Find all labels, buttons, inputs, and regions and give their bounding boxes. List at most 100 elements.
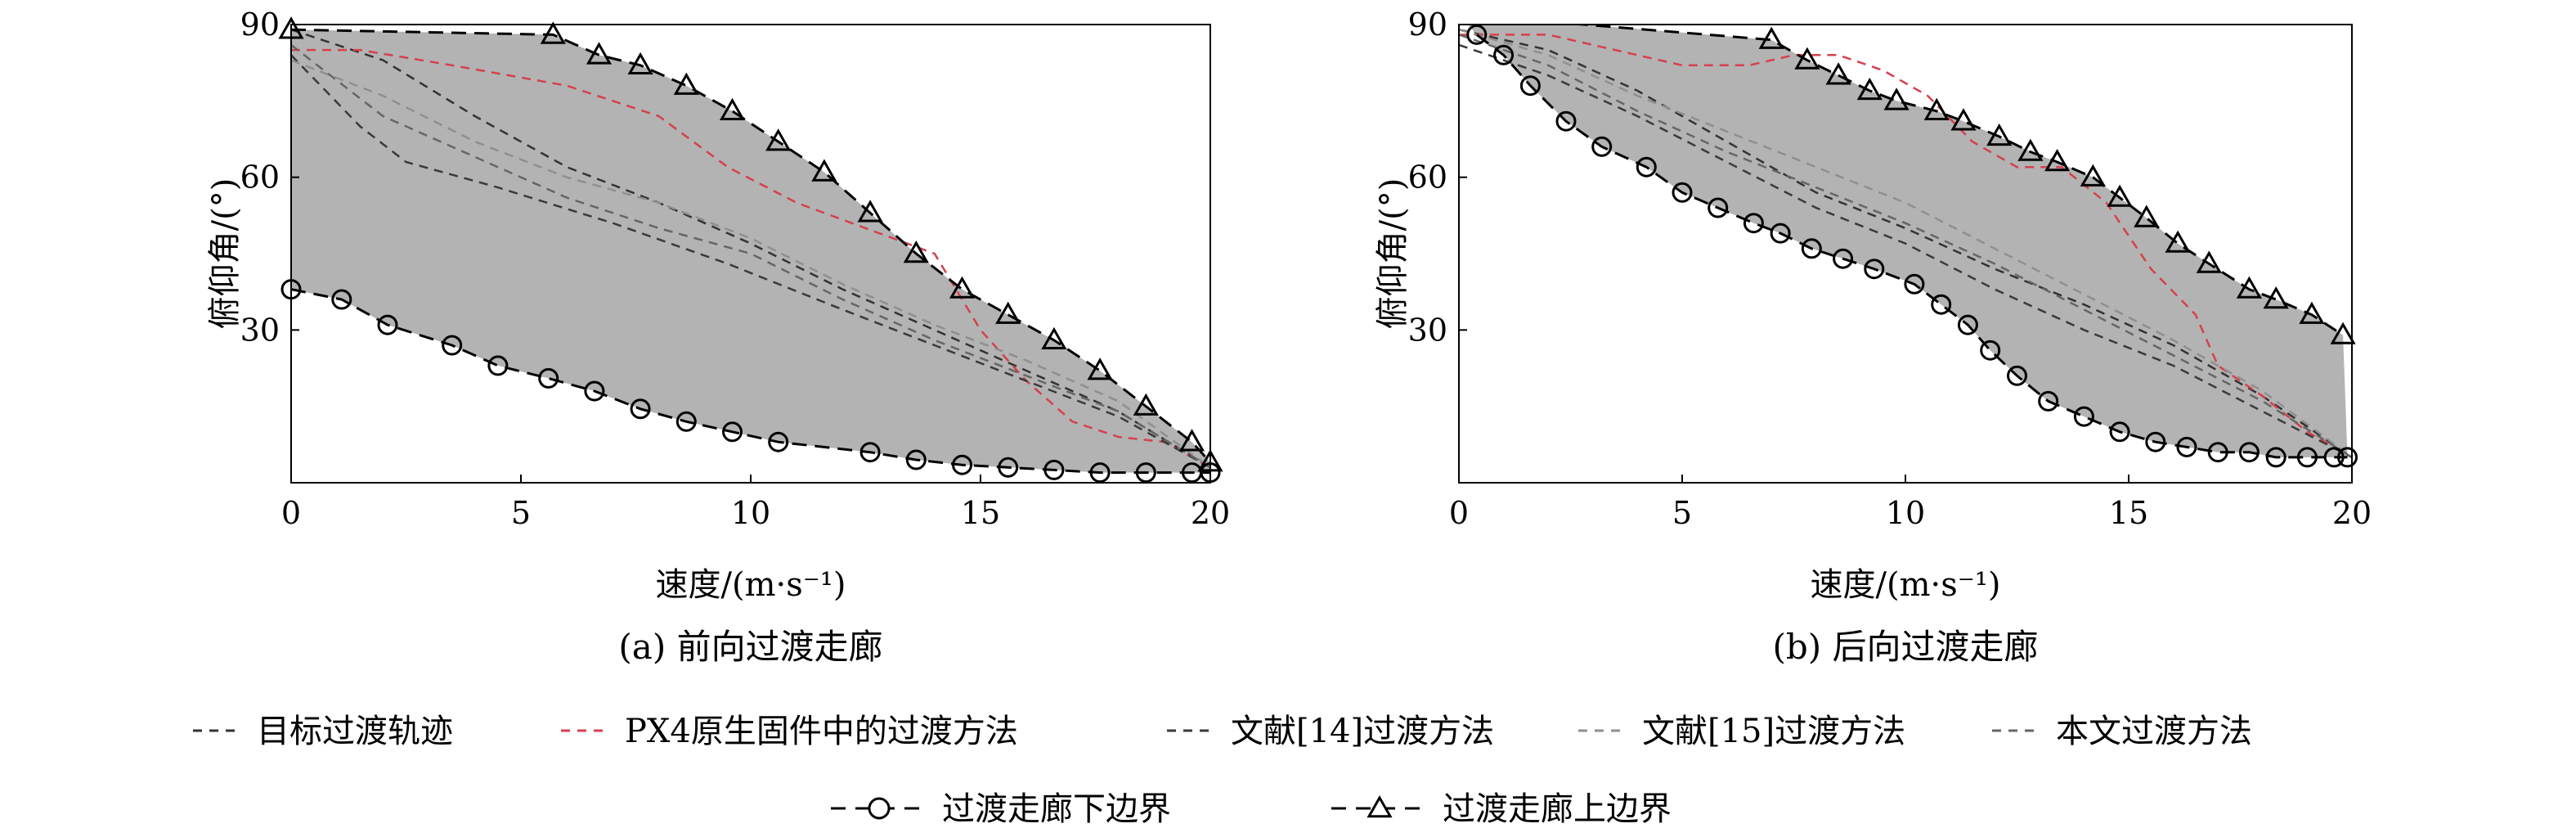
legend-label: 文献[14]过渡方法 [1231, 713, 1494, 750]
panel-b-lower-boundary-point [2337, 447, 2358, 468]
panel-b-upper-boundary-point [1825, 62, 1851, 85]
legend-item: 文献[15]过渡方法 [1578, 713, 1905, 750]
panel-b-upper-boundary-point [1794, 47, 1820, 70]
panel-b-upper-boundary-point [2196, 250, 2222, 273]
chart-panel-b: 0 5 10 15 20 30 60 90 速度/(m·s⁻¹) 俯仰角/(°) (b) 后… [1374, 7, 2372, 667]
panel-b-y-tick-label: 30 [1408, 312, 1447, 348]
panel-a-upper-boundary-point [949, 276, 976, 299]
panel-a-markers [278, 16, 1223, 484]
panel-a-corridor-area [291, 29, 1210, 473]
panel-b-upper-boundary-point [1950, 108, 1977, 131]
panel-a-lower-boundary-point [722, 421, 743, 443]
panel-b-upper-boundary-point [1758, 26, 1784, 49]
panel-b-series-line-method [1459, 34, 2352, 458]
panel-b-lower-boundary-point [1672, 182, 1693, 203]
panel-a-upper-boundary-point [857, 200, 883, 223]
panel-a-series-line-lower-boundary [291, 288, 1210, 475]
panel-a-series-lines [291, 28, 1210, 475]
panel-b-x-tick-label: 0 [1449, 495, 1469, 531]
panel-b-lower-boundary-point [1708, 197, 1729, 218]
panel-b-lower-boundary-point [2296, 447, 2318, 468]
panel-b-lower-boundary-point [2145, 431, 2166, 452]
panel-a-lower-boundary-point [952, 454, 972, 475]
panel-b-x-tick-label: 5 [1672, 495, 1692, 531]
panel-a-y-tick-label: 60 [240, 160, 280, 196]
panel-a-series-line-upper-boundary [291, 28, 1210, 464]
panel-b-lower-boundary-point [2265, 447, 2287, 468]
legend-item: 本文过渡方法 [1992, 713, 2252, 750]
panel-a-series-line-method [291, 29, 1210, 469]
panel-a-lower-boundary-point [675, 411, 697, 432]
panel-b-plot-area [1459, 25, 2352, 459]
panel-a-series-line-method [291, 43, 1210, 469]
panel-b-series-line-upper-boundary [1568, 25, 2344, 336]
panel-b-lower-boundary-point [2207, 442, 2228, 463]
panel-a-lower-boundary-point [998, 457, 1019, 478]
panel-b-lower-boundary-point [1466, 24, 1488, 45]
panel-a-lower-boundary-point [538, 367, 559, 389]
panel-a-upper-boundary-point [1041, 326, 1067, 349]
panel-a-upper-boundary-point [765, 128, 792, 151]
panel-b-lower-boundary-point [1931, 294, 1952, 315]
legend-item: 文献[14]过渡方法 [1167, 713, 1494, 750]
panel-a-y-tick-label: 90 [240, 7, 280, 43]
panel-a-lower-boundary-point [584, 380, 605, 402]
panel-b-lower-boundary-point [1743, 213, 1764, 234]
panel-b-lower-boundary-point [2038, 390, 2059, 412]
panel-b-x-tick-label: 20 [2332, 495, 2372, 531]
circle-marker-icon [868, 797, 891, 820]
panel-b-upper-boundary-point [2263, 286, 2289, 309]
panel-b-lower-boundary-point [2109, 421, 2130, 443]
panel-b-x-tick-label: 10 [1886, 495, 1925, 531]
legend: 目标过渡轨迹 PX4原生固件中的过渡方法 文献[14]过渡方法 文献[15]过渡方法 本… [193, 713, 2252, 828]
legend-label: 过渡走廊下边界 [942, 790, 1171, 828]
panel-a-lower-boundary-point [1043, 459, 1065, 480]
panel-b-upper-boundary-point [2134, 205, 2160, 227]
panel-a-upper-boundary-point [719, 97, 746, 120]
panel-a-x-tick-label: 0 [281, 495, 301, 531]
panel-b-series-line-method [1459, 28, 2352, 458]
panel-a-upper-boundary-point [540, 21, 566, 44]
panel-a-x-tick-label: 15 [961, 495, 1000, 531]
panel-b-markers [1466, 24, 2358, 468]
legend-label: 目标过渡轨迹 [257, 713, 453, 750]
panel-a-upper-boundary-point [995, 301, 1021, 324]
panel-b-y-axis-label: 俯仰角/(°) [1374, 178, 1411, 330]
panel-b-lower-boundary-point [1801, 238, 1822, 259]
panel-b-lower-boundary-point [1770, 223, 1791, 244]
panel-b-lower-boundary-point [2238, 442, 2260, 463]
panel-a-x-tick-label: 5 [511, 495, 531, 531]
panel-a-lower-boundary-point [1089, 462, 1111, 484]
panel-b-y-tick-label: 60 [1408, 160, 1447, 196]
panel-b-lower-boundary-point [1555, 110, 1577, 132]
panel-a-upper-boundary-point [586, 42, 613, 65]
panel-a-y-ticks: 30 60 90 [240, 7, 299, 348]
panel-b-upper-boundary-point [1856, 77, 1883, 101]
legend-item: 过渡走廊下边界 [831, 790, 1171, 828]
panel-b-series-line-method [1459, 43, 2352, 459]
panel-b-corridor-area [1467, 25, 2348, 457]
panel-a-upper-boundary-point [811, 159, 837, 182]
panel-a-series-line-method [291, 48, 1210, 469]
panel-a-lower-boundary-point [487, 355, 509, 376]
panel-b-upper-boundary-point [2236, 276, 2262, 299]
panel-a-x-tick-label: 10 [731, 495, 770, 531]
legend-item: 目标过渡轨迹 [193, 713, 453, 750]
panel-b-upper-boundary-point [2017, 138, 2044, 161]
panel-a-lower-boundary-point [442, 335, 463, 356]
panel-a-corridor-fill [291, 29, 1210, 473]
panel-b-upper-boundary-point [2107, 184, 2133, 207]
panel-b-lower-boundary-point [2323, 447, 2345, 468]
panel-b-caption: (b) 后向过渡走廊 [1772, 627, 2038, 667]
panel-a-lower-boundary-point [768, 431, 789, 452]
panel-b-upper-boundary-point [2044, 148, 2071, 172]
panel-a-upper-boundary-point [1087, 358, 1113, 380]
legend-label: 本文过渡方法 [2056, 713, 2252, 750]
panel-b-lower-boundary-point [1591, 136, 1613, 157]
legend-label: PX4原生固件中的过渡方法 [625, 713, 1018, 750]
panel-a-lower-boundary-point [905, 449, 927, 470]
legend-label: 文献[15]过渡方法 [1642, 713, 1905, 750]
panel-b-series-line-method [1459, 34, 2352, 458]
panel-a-upper-boundary-point [627, 52, 653, 74]
